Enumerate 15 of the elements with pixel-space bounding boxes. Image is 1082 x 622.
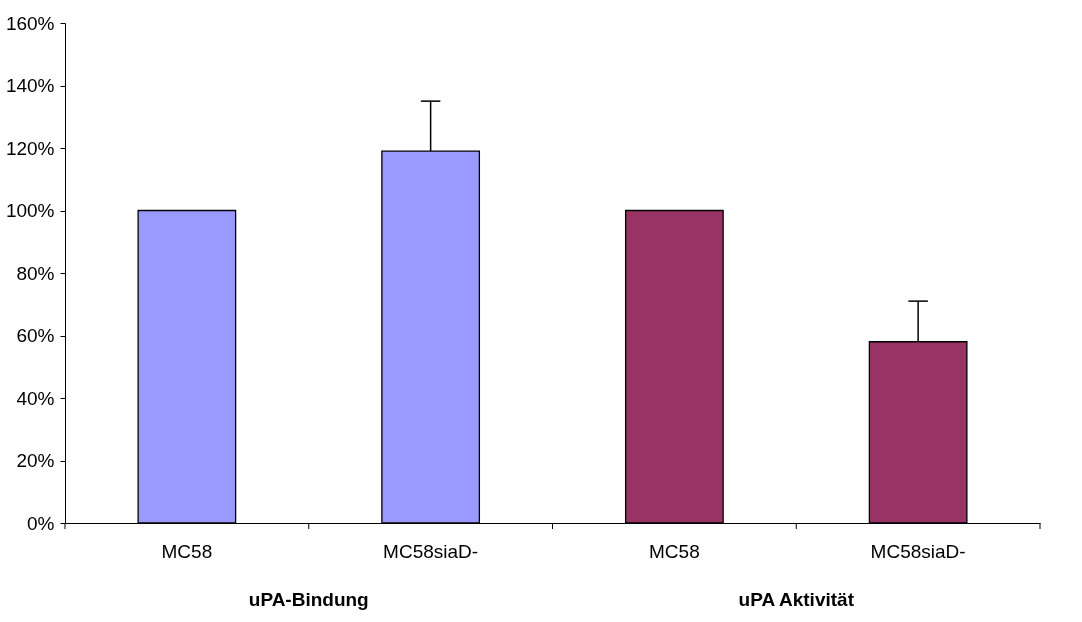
x-tick-label: MC58 bbox=[649, 541, 700, 562]
y-tick-label: 60% bbox=[16, 325, 55, 346]
text: uPA-Bindung bbox=[248, 589, 369, 610]
y-tick-label: 160% bbox=[5, 12, 55, 34]
y-tick-label: 40% bbox=[16, 387, 55, 409]
y-tick-label: 120% bbox=[5, 137, 55, 159]
y-tick-label: 80% bbox=[16, 262, 55, 284]
x-tick-label: MC58 bbox=[161, 541, 213, 562]
y-tick-label: 0% bbox=[27, 512, 55, 534]
y-tick-label: 100% bbox=[5, 200, 55, 221]
y-tick-label: 140% bbox=[5, 75, 55, 96]
text: uPA Aktivität bbox=[738, 589, 855, 610]
x-tick-label: MC58siaD- bbox=[383, 541, 479, 562]
x-tick-label: MC58siaD- bbox=[870, 541, 966, 562]
y-tick-label: 20% bbox=[16, 450, 55, 471]
